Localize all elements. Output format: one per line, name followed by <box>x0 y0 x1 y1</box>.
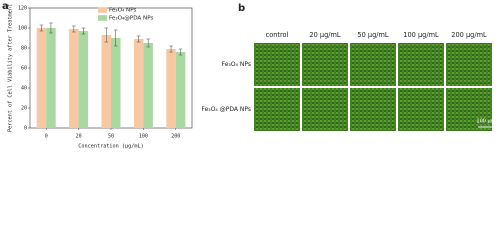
bar <box>166 49 176 128</box>
micrograph <box>350 88 396 131</box>
column-label: control <box>266 31 289 39</box>
x-axis-label: Concentration (μg/mL) <box>78 144 144 150</box>
error-bar <box>113 29 118 47</box>
micrograph <box>446 43 492 86</box>
micrograph <box>446 88 492 131</box>
row-label: Fe₃O₄ @PDA NPs <box>201 106 251 113</box>
error-bar <box>72 25 76 33</box>
error-bar <box>178 48 183 56</box>
micrograph <box>398 88 444 131</box>
bar <box>143 43 153 128</box>
column-label: 100 μg/mL <box>403 31 439 39</box>
error-bar <box>104 27 109 43</box>
bar <box>46 28 56 128</box>
legend-label: Fe₃O₄ NPs <box>109 8 136 14</box>
error-bar <box>39 24 44 32</box>
bar <box>101 35 111 128</box>
y-tick-label: 120 <box>18 6 27 12</box>
legend-label: Fe₃O₄@PDA NPs <box>109 16 153 22</box>
x-tick-label: 0 <box>45 134 48 140</box>
y-tick-label: 40 <box>21 86 27 92</box>
bar <box>78 31 89 128</box>
y-tick-label: 80 <box>21 46 27 52</box>
legend-swatch <box>98 15 107 21</box>
micrograph <box>254 43 300 86</box>
row-label: Fe₃O₄ NPs <box>222 61 251 68</box>
x-tick-label: 200 <box>171 134 180 140</box>
x-tick-label: 20 <box>76 134 82 140</box>
error-bar <box>81 27 86 35</box>
bar <box>36 28 47 128</box>
y-tick-label: 0 <box>24 126 27 132</box>
y-tick-label: 60 <box>21 66 27 72</box>
legend-swatch <box>98 7 107 13</box>
micrograph <box>302 88 348 131</box>
micrograph <box>254 88 300 131</box>
column-label: 200 μg/mL <box>451 31 487 39</box>
x-tick-label: 50 <box>108 134 114 140</box>
column-label: 50 μg/mL <box>357 31 389 39</box>
error-bar <box>136 35 141 43</box>
bar <box>111 38 121 128</box>
y-axis-label: Percent of Cell Viability after Treatmen… <box>8 4 14 132</box>
micrograph <box>350 43 396 86</box>
bar <box>69 29 79 128</box>
bar <box>175 52 186 128</box>
panel-label: b <box>238 3 245 14</box>
bar <box>133 39 144 128</box>
error-bar <box>49 22 53 34</box>
panel-label: a <box>2 1 9 12</box>
figure: a b 0 20 40 60 80 100 120 Percent of Cell Viabi… <box>2 1 495 150</box>
error-bar <box>146 38 150 48</box>
scale-label: 100 μm <box>476 119 495 125</box>
x-tick-label: 100 <box>139 134 148 140</box>
y-tick-label: 20 <box>21 106 27 112</box>
micrograph <box>398 43 444 86</box>
micrograph <box>302 43 348 86</box>
error-bar <box>169 45 173 53</box>
y-tick-label: 100 <box>18 26 27 32</box>
column-label: 20 μg/mL <box>309 31 341 39</box>
